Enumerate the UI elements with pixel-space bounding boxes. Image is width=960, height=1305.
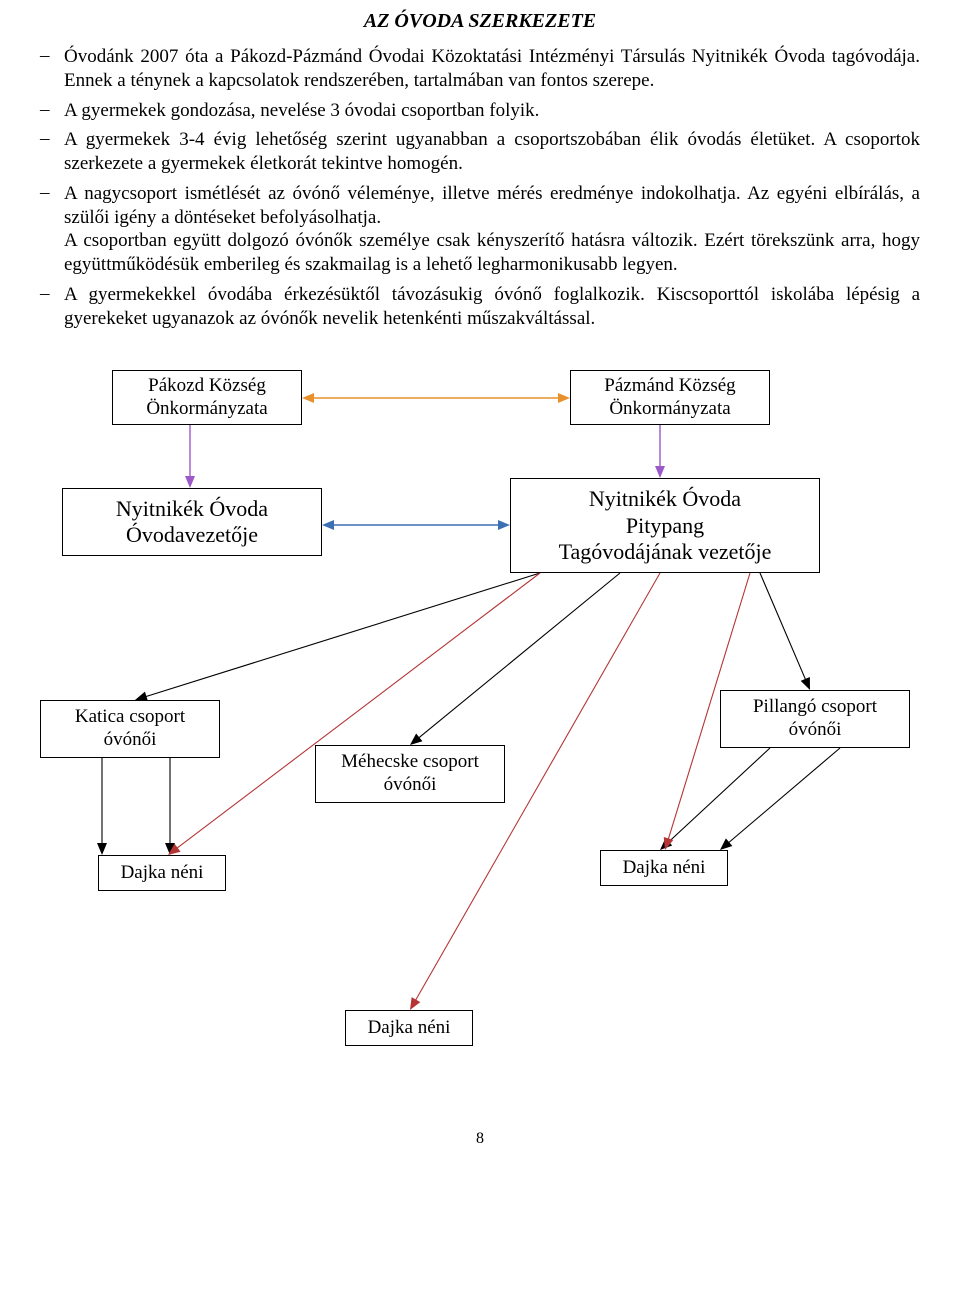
diagram-node: Dajka néni: [98, 855, 226, 891]
node-line: Dajka néni: [121, 862, 204, 885]
bullet-dash: –: [40, 128, 64, 176]
diagram-node: Nyitnikék ÓvodaPitypangTagóvodájának vez…: [510, 478, 820, 573]
diagram-node: Pázmánd KözségÖnkormányzata: [570, 370, 770, 425]
bullet-dash: –: [40, 99, 64, 123]
node-line: Pitypang: [626, 513, 704, 539]
bullet-text: A gyermekek gondozása, nevelése 3 óvodai…: [64, 99, 920, 123]
bullet-item: –Óvodánk 2007 óta a Pákozd-Pázmánd Óvoda…: [40, 45, 920, 93]
node-line: óvónői: [384, 774, 437, 797]
node-line: Dajka néni: [368, 1017, 451, 1040]
bullet-item: –A gyermekek gondozása, nevelése 3 óvoda…: [40, 99, 920, 123]
node-line: Önkormányzata: [146, 398, 267, 421]
node-line: Nyitnikék Óvoda: [589, 486, 741, 512]
node-line: Önkormányzata: [609, 398, 730, 421]
bullet-dash: –: [40, 182, 64, 277]
bullet-list: –Óvodánk 2007 óta a Pákozd-Pázmánd Óvoda…: [40, 45, 920, 330]
diagram-node: Dajka néni: [600, 850, 728, 886]
diagram-node: Nyitnikék ÓvodaÓvodavezetője: [62, 488, 322, 556]
node-line: Dajka néni: [623, 857, 706, 880]
diagram-node: Pákozd KözségÖnkormányzata: [112, 370, 302, 425]
bullet-text: A gyermekekkel óvodába érkezésüktől távo…: [64, 283, 920, 331]
diagram-node: Dajka néni: [345, 1010, 473, 1046]
node-line: Pázmánd Község: [604, 375, 735, 398]
node-line: Katica csoport: [75, 706, 185, 729]
page-title: AZ ÓVODA SZERKEZETE: [40, 10, 920, 33]
node-line: Nyitnikék Óvoda: [116, 496, 268, 522]
bullet-dash: –: [40, 45, 64, 93]
diagram-node: Pillangó csoportóvónői: [720, 690, 910, 748]
node-line: óvónői: [789, 719, 842, 742]
node-line: Óvodavezetője: [126, 522, 258, 548]
org-diagram: Pákozd KözségÖnkormányzataPázmánd Község…: [40, 370, 920, 1110]
bullet-text: A nagycsoport ismétlését az óvónő vélemé…: [64, 182, 920, 277]
page-number: 8: [40, 1130, 920, 1148]
node-line: Pákozd Község: [148, 375, 266, 398]
diagram-node: Katica csoportóvónői: [40, 700, 220, 758]
bullet-item: –A nagycsoport ismétlését az óvónő vélem…: [40, 182, 920, 277]
diagram-node: Méhecske csoportóvónői: [315, 745, 505, 803]
node-line: Méhecske csoport: [341, 751, 479, 774]
node-line: Pillangó csoport: [753, 696, 877, 719]
bullet-dash: –: [40, 283, 64, 331]
bullet-item: –A gyermekek 3-4 évig lehetőség szerint …: [40, 128, 920, 176]
bullet-item: –A gyermekekkel óvodába érkezésüktől táv…: [40, 283, 920, 331]
node-line: Tagóvodájának vezetője: [559, 539, 772, 565]
node-line: óvónői: [104, 729, 157, 752]
page: AZ ÓVODA SZERKEZETE –Óvodánk 2007 óta a …: [0, 0, 960, 1178]
bullet-text: A gyermekek 3-4 évig lehetőség szerint u…: [64, 128, 920, 176]
bullet-text: Óvodánk 2007 óta a Pákozd-Pázmánd Óvodai…: [64, 45, 920, 93]
